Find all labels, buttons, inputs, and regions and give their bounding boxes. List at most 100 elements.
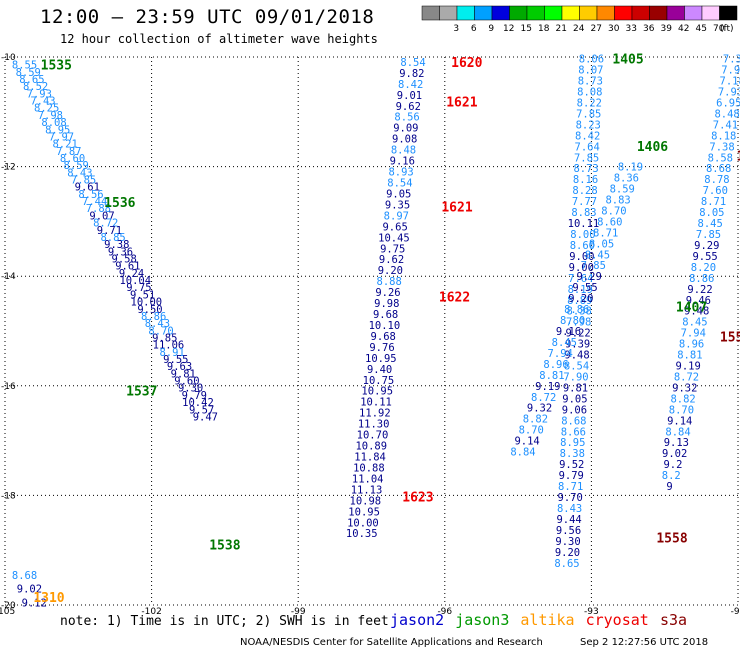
wave-height-value: 8.07 [578,65,603,77]
legend-swatch [631,5,650,21]
wave-height-value: 8.86 [689,273,714,285]
wave-height-value: 8.83 [605,194,630,206]
y-tick-label: -10 [1,53,16,63]
wave-height-value: 7.98 [566,317,591,329]
wave-height-value: 7.60 [703,185,728,197]
wave-height-value: 8.19 [618,162,643,174]
wave-height-value: 9.51 [130,289,155,301]
legend-swatch [439,5,458,21]
wave-height-value: 9.13 [664,437,689,449]
wave-height-value: 9.79 [559,470,584,482]
wave-height-value: 8.68 [706,163,731,175]
wave-height-value: 9.02 [662,448,687,460]
wave-height-value: 9.20 [378,265,403,277]
wave-height-value: 10.10 [369,320,401,332]
wave-height-value: 8.96 [543,359,568,371]
track-number-label: 1405 [612,53,643,68]
wave-height-value: 9.19 [676,361,701,373]
wave-height-value: 9.07 [89,210,114,222]
wave-height-value: 9.55 [163,354,188,366]
track-number-label: 1407 [676,300,707,315]
wave-height-value: 8.81 [539,370,564,382]
wave-height-value: 9.50 [137,304,162,316]
wave-height-value: 9.75 [126,282,151,294]
wave-height-value: 11.92 [359,408,391,420]
wave-height-value: 9.76 [369,342,394,354]
legend-label: 18 [538,24,550,34]
x-tick-label: -99 [291,607,306,617]
wave-height-value: 9.24 [119,268,144,280]
wave-height-value: 9.29 [694,240,719,252]
wave-height-value: 8.72 [531,392,556,404]
wave-height-value: 8.48 [391,145,416,157]
wave-height-value: 8.86 [564,304,589,316]
wave-height-value: 8.21 [52,139,77,151]
wave-height-value: 10.95 [365,353,397,365]
wave-height-value: 9.14 [514,436,539,448]
page-footer: note: 1) Time is in UTC; 2) SWH is in fe… [60,611,708,648]
wave-height-value: 8.58 [708,152,733,164]
wave-height-value: 8.82 [670,393,695,405]
wave-height-value: 9.40 [367,364,392,376]
wave-height-value: 9.60 [174,376,199,388]
wave-height-value: 7.94 [681,328,706,340]
track-number-label: 1538 [209,539,240,554]
x-tick-label: -96 [437,607,452,617]
wave-height-value: 11.84 [354,451,386,463]
wave-height-value: 8.72 [93,218,118,230]
wave-height-value: 9.47 [193,411,218,423]
legend-label: 36 [643,24,655,34]
wave-height-value: 11.06 [153,340,185,352]
legend-label: 9 [488,24,494,34]
wave-height-value: 8.45 [682,317,707,329]
wave-height-value: 10.95 [348,506,380,518]
wave-height-value: 7.92 [721,65,740,77]
wave-height-value: 9.22 [565,328,590,340]
wave-height-value: 8.82 [523,414,548,426]
wave-height-value: 8.60 [570,240,595,252]
legend-swatch [649,5,668,21]
legend-label: 3 [453,24,459,34]
wave-height-value: 9.44 [556,514,581,526]
wave-height-value: 9.30 [555,536,580,548]
wave-height-value: 8.72 [674,371,699,383]
legend-swatch [614,5,633,21]
wave-height-value: 9.14 [667,415,692,427]
wave-height-value: 7.38 [709,141,734,153]
wave-height-value: 11.04 [352,473,384,485]
track-number-label: 1536 [104,196,135,211]
x-tick-label: -90 [731,607,740,617]
wave-height-value: 8.54 [400,57,425,69]
wave-height-value: 7.43 [30,96,55,108]
wave-height-value: 9.02 [17,584,42,596]
wave-height-value: 9.63 [167,361,192,373]
wave-height-value: 9.00 [569,251,594,263]
track-number-label: 1558 [656,532,687,547]
wave-height-value: 10.35 [346,528,378,540]
x-tick-label: -102 [141,607,161,617]
wave-height-value: 9.09 [393,123,418,135]
wave-height-value: 8.71 [558,481,583,493]
wave-height-value: 9.65 [382,221,407,233]
wave-height-value: 7.85 [71,175,96,187]
wave-height-value: 8.23 [576,119,601,131]
wave-height-value: 8.84 [665,426,690,438]
wave-height-value: 8.84 [510,447,535,459]
wave-height-value: 7.77 [572,196,597,208]
legend-label: 6 [471,24,477,34]
legend-label: 15 [521,24,532,34]
wave-height-value: 8.60 [597,216,622,228]
wave-height-value: 9.57 [189,404,214,416]
legend-swatch [719,5,738,21]
wave-height-value: 9.29 [576,271,601,283]
page-header: 12:00 – 23:59 UTC 09/01/2018 12 hour col… [0,0,740,50]
y-tick-label: -18 [1,491,16,501]
wave-height-value: 9.00 [569,262,594,274]
wave-height-value: 9.70 [558,492,583,504]
wave-height-value: 8.70 [669,404,694,416]
wave-height-value: 8.66 [561,426,586,438]
wave-height-value: 8.96 [679,339,704,351]
wave-height-value: 7.97 [49,131,74,143]
wave-height-value: 9.75 [380,243,405,255]
legend-swatch [491,5,510,21]
